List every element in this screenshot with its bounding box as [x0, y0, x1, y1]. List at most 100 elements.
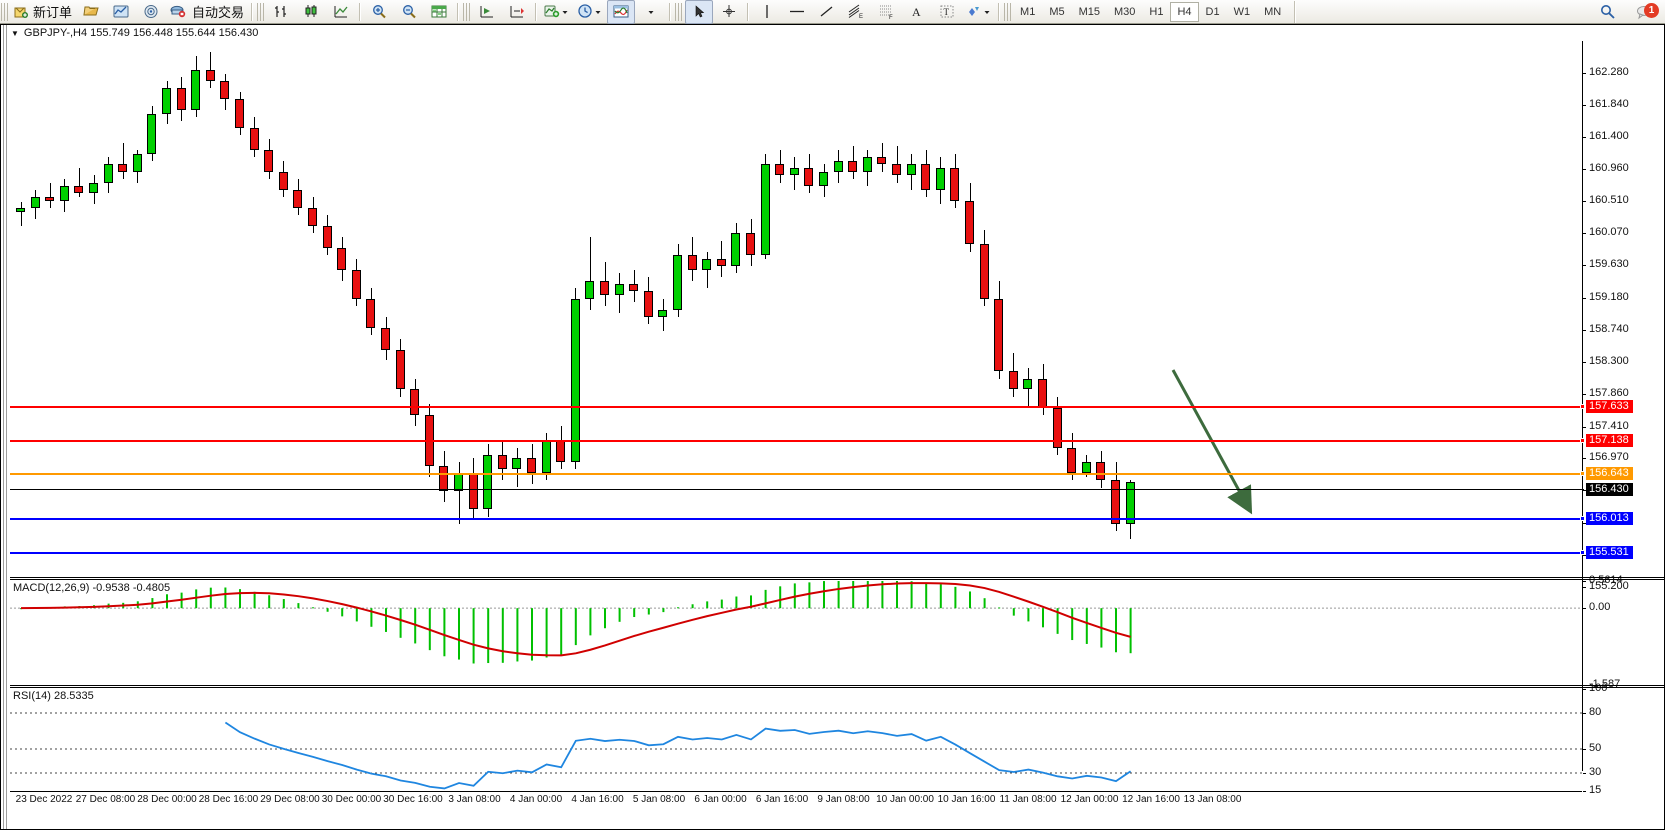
chart-shift-button[interactable]: [503, 0, 531, 24]
level-handle-pivot[interactable]: [1580, 471, 1585, 476]
candle-body: [16, 207, 25, 212]
vertical-line-button[interactable]: [753, 0, 781, 24]
auto-trading-button[interactable]: 自动交易: [167, 0, 247, 24]
time-tick: 23 Dec 2022: [15, 794, 73, 805]
macd-panel[interactable]: [10, 581, 1582, 685]
level-price-label-support-2: 155.531: [1586, 546, 1633, 559]
shapes-button[interactable]: [963, 0, 994, 24]
toolbar-grip-2[interactable]: [257, 2, 265, 21]
search-icon: [1601, 4, 1615, 19]
chevron-down-icon[interactable]: [561, 5, 569, 19]
candle-body: [1081, 462, 1091, 473]
toolbar-grip-5[interactable]: [1004, 2, 1012, 21]
macd-histogram-bar: [574, 608, 577, 646]
level-line-support-1[interactable]: [10, 518, 1584, 520]
navigator-button[interactable]: [137, 0, 165, 24]
auto-trading-label: 自动交易: [192, 5, 245, 20]
fibonacci-button[interactable]: F: [873, 0, 901, 24]
macd-histogram-bar: [487, 608, 490, 664]
candle-body: [775, 164, 785, 176]
price-tick: 161.840: [1583, 98, 1629, 110]
templates-dropdown[interactable]: [637, 0, 665, 24]
timeframe-m15[interactable]: M15: [1078, 5, 1100, 18]
bar-chart-button[interactable]: [267, 0, 295, 24]
time-tick: 12 Jan 00:00: [1060, 794, 1119, 805]
candle-body: [760, 164, 770, 256]
macd-histogram-bar: [589, 608, 592, 636]
toolbar-grip-3[interactable]: [463, 2, 471, 21]
line-chart-button[interactable]: [327, 0, 355, 24]
chart-menu-arrow-icon[interactable]: ▼: [11, 28, 19, 38]
price-plot[interactable]: [10, 41, 1582, 571]
text-button[interactable]: A: [903, 0, 931, 24]
candlestick-chart-button[interactable]: [297, 0, 325, 24]
text-label-button[interactable]: T: [933, 0, 961, 24]
timeframe-m1[interactable]: M1: [1020, 5, 1036, 18]
timeframe-d1[interactable]: D1: [1205, 5, 1220, 18]
period-icon: [578, 4, 592, 18]
macd-histogram-bar: [209, 587, 212, 609]
shapes-icon: [969, 7, 980, 16]
period-button[interactable]: [574, 0, 605, 24]
search-button[interactable]: [1594, 0, 1622, 24]
toolbar-grip[interactable]: [1, 2, 8, 21]
crosshair-button[interactable]: [715, 0, 743, 24]
rsi-panel[interactable]: [10, 689, 1582, 791]
price-tick: 159.630: [1583, 258, 1629, 270]
time-axis[interactable]: 23 Dec 2022 27 Dec 08:00 28 Dec 00:00 28 De…: [10, 791, 1582, 807]
equidistant-channel-button[interactable]: E: [843, 0, 871, 24]
candle-body: [1111, 480, 1120, 524]
timeframe-mn[interactable]: MN: [1264, 5, 1282, 18]
chevron-down-icon-4[interactable]: [983, 5, 991, 19]
chevron-down-icon-2[interactable]: [594, 5, 602, 19]
candle-body: [950, 168, 960, 201]
candle-body: [658, 309, 668, 317]
level-handle-support-2[interactable]: [1580, 550, 1585, 555]
toolbar-grip-4[interactable]: [675, 2, 683, 21]
zoom-out-button[interactable]: [395, 0, 423, 24]
level-line-resistance-2[interactable]: [10, 406, 1584, 408]
timeframe-w1[interactable]: W1: [1233, 5, 1251, 18]
market-watch-button[interactable]: [107, 0, 135, 24]
auto-scroll-button[interactable]: [473, 0, 501, 24]
candle-body: [191, 70, 201, 110]
indicators-icon: [544, 5, 560, 18]
trendline-button[interactable]: [813, 0, 841, 24]
level-line-support-2[interactable]: [10, 552, 1584, 554]
level-price-label-resistance-2: 157.633: [1586, 400, 1633, 413]
zoom-in-button[interactable]: [365, 0, 393, 24]
timeframe-h1[interactable]: H1: [1149, 5, 1164, 18]
navigator-icon: [144, 5, 158, 18]
horizontal-line-button[interactable]: [783, 0, 811, 24]
level-line-bid-price[interactable]: [10, 489, 1584, 490]
level-price-label-bid-price: 156.430: [1586, 483, 1633, 496]
level-line-pivot[interactable]: [10, 473, 1584, 475]
macd-histogram-bar: [1115, 608, 1117, 653]
level-handle-resistance-2[interactable]: [1580, 404, 1585, 409]
cursor-button[interactable]: [685, 0, 714, 24]
macd-histogram-bar: [969, 591, 971, 609]
timeframe-m30[interactable]: M30: [1114, 5, 1136, 18]
timeframe-h4[interactable]: H4: [1170, 1, 1199, 22]
new-order-button[interactable]: 新订单: [11, 0, 75, 24]
chart-window[interactable]: ▼ GBPJPY-,H4 155.749 156.448 155.644 156…: [0, 24, 1665, 830]
macd-histogram-bar: [151, 598, 154, 609]
timeframe-m5[interactable]: M5: [1049, 5, 1065, 18]
templates-button[interactable]: [607, 0, 636, 24]
macd-histogram-bar: [516, 608, 519, 662]
data-window-button[interactable]: [425, 0, 453, 24]
macd-histogram-bar: [122, 602, 125, 609]
candle-body: [89, 182, 98, 194]
time-tick: 30 Dec 00:00: [321, 794, 382, 805]
chevron-down-icon-3[interactable]: [647, 5, 655, 19]
candle-body: [468, 472, 478, 510]
indicators-button[interactable]: [541, 0, 572, 24]
level-handle-resistance-1[interactable]: [1580, 438, 1585, 443]
level-line-resistance-1[interactable]: [10, 440, 1584, 442]
candle-wick: [210, 51, 211, 89]
notifications-button[interactable]: 1: [1627, 0, 1663, 24]
candle-body: [979, 244, 989, 299]
candle-body: [965, 200, 974, 245]
folder-button[interactable]: [77, 0, 105, 24]
level-handle-support-1[interactable]: [1580, 516, 1585, 521]
